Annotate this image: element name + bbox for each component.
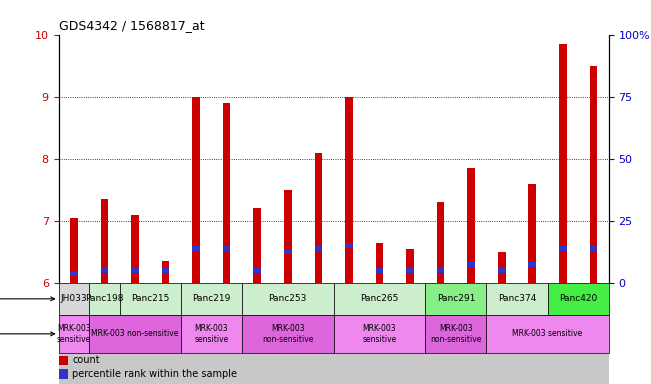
Bar: [376, 268, 383, 273]
Text: cell line: cell line: [0, 294, 55, 304]
Text: MRK-003
non-sensitive: MRK-003 non-sensitive: [262, 324, 314, 344]
Bar: [223, 247, 230, 252]
Bar: [437, 202, 445, 283]
Bar: [345, 97, 353, 283]
Bar: [314, 247, 322, 252]
Bar: [242, 314, 334, 353]
Bar: [517, 283, 547, 384]
Bar: [59, 314, 89, 353]
Text: count: count: [72, 355, 100, 365]
Text: Panc219: Panc219: [192, 295, 230, 303]
Bar: [529, 184, 536, 283]
Bar: [181, 283, 242, 314]
Bar: [192, 247, 200, 252]
Bar: [303, 283, 334, 384]
Bar: [345, 243, 353, 248]
Bar: [101, 199, 108, 283]
Bar: [590, 66, 597, 283]
Bar: [161, 268, 169, 273]
Bar: [253, 268, 261, 273]
Bar: [334, 314, 425, 353]
Bar: [364, 283, 395, 384]
Bar: [437, 268, 445, 273]
Bar: [150, 283, 181, 384]
Bar: [181, 314, 242, 353]
Bar: [89, 314, 181, 353]
Bar: [89, 283, 120, 314]
Bar: [59, 283, 89, 314]
Bar: [242, 283, 334, 314]
Bar: [467, 168, 475, 283]
Text: MRK-003
non-sensitive: MRK-003 non-sensitive: [430, 324, 482, 344]
Bar: [59, 283, 89, 384]
Bar: [395, 283, 425, 384]
Text: JH033: JH033: [61, 295, 87, 303]
Bar: [70, 218, 77, 283]
Bar: [498, 252, 506, 283]
Bar: [242, 283, 273, 384]
Bar: [89, 283, 120, 384]
Bar: [590, 247, 597, 252]
Text: percentile rank within the sample: percentile rank within the sample: [72, 369, 238, 379]
Bar: [223, 103, 230, 283]
Bar: [529, 262, 536, 267]
Bar: [131, 268, 139, 273]
Bar: [334, 283, 425, 314]
Bar: [486, 283, 517, 384]
Bar: [120, 283, 150, 384]
Bar: [131, 215, 139, 283]
Bar: [101, 268, 108, 273]
Bar: [70, 271, 77, 276]
Bar: [376, 243, 383, 283]
Bar: [547, 283, 609, 314]
Bar: [578, 283, 609, 384]
Bar: [498, 268, 506, 273]
Text: MRK-003 non-sensitive: MRK-003 non-sensitive: [91, 329, 178, 338]
Bar: [467, 262, 475, 267]
Bar: [59, 356, 68, 365]
Text: MRK-003
sensitive: MRK-003 sensitive: [57, 324, 91, 344]
Bar: [425, 314, 486, 353]
Text: Panc374: Panc374: [498, 295, 536, 303]
Bar: [559, 247, 566, 252]
Bar: [120, 283, 181, 314]
Bar: [161, 261, 169, 283]
Text: MRK-003 sensitive: MRK-003 sensitive: [512, 329, 583, 338]
Bar: [406, 249, 414, 283]
Bar: [547, 283, 578, 384]
Bar: [273, 283, 303, 384]
Text: GDS4342 / 1568817_at: GDS4342 / 1568817_at: [59, 19, 204, 32]
Text: Panc198: Panc198: [85, 295, 124, 303]
Text: MRK-003
sensitive: MRK-003 sensitive: [194, 324, 229, 344]
Bar: [284, 250, 292, 255]
Text: Panc420: Panc420: [559, 295, 597, 303]
Text: MRK-003
sensitive: MRK-003 sensitive: [363, 324, 396, 344]
Text: Panc215: Panc215: [131, 295, 169, 303]
Bar: [456, 283, 486, 384]
Bar: [284, 190, 292, 283]
Bar: [486, 283, 547, 314]
Text: other: other: [0, 329, 55, 339]
Bar: [486, 314, 609, 353]
Bar: [425, 283, 456, 384]
Bar: [192, 97, 200, 283]
Bar: [59, 369, 68, 379]
Text: Panc253: Panc253: [269, 295, 307, 303]
Bar: [253, 209, 261, 283]
Bar: [334, 283, 364, 384]
Bar: [406, 268, 414, 273]
Text: Panc265: Panc265: [360, 295, 398, 303]
Bar: [425, 283, 486, 314]
Bar: [181, 283, 212, 384]
Bar: [559, 44, 566, 283]
Text: Panc291: Panc291: [437, 295, 475, 303]
Bar: [314, 152, 322, 283]
Bar: [212, 283, 242, 384]
